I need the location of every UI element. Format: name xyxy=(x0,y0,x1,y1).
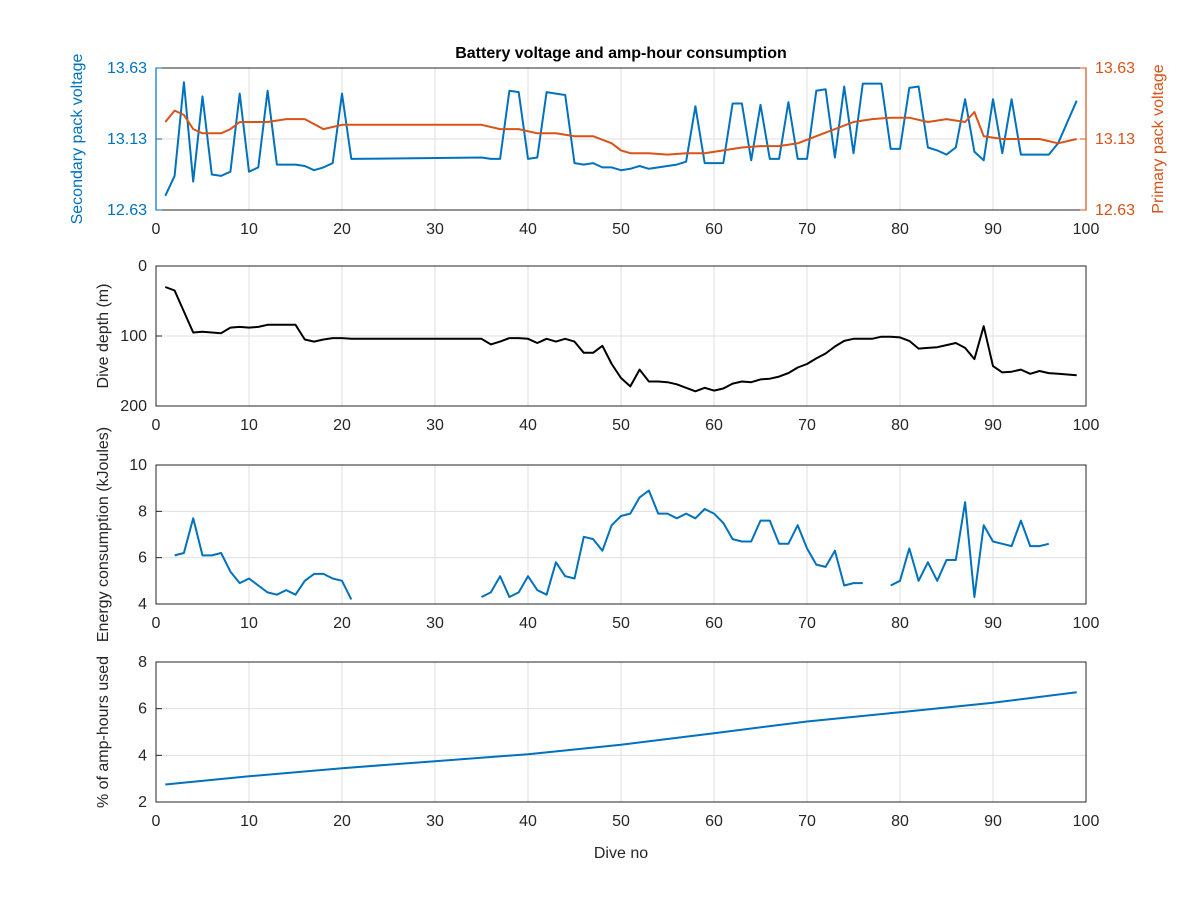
x-tick-label: 90 xyxy=(984,417,1002,434)
axes-frame xyxy=(155,661,1087,803)
x-tick-label: 60 xyxy=(705,221,723,238)
x-tick-label: 90 xyxy=(984,813,1002,830)
right-y-tick-label: 12.63 xyxy=(1095,202,1135,219)
x-tick-label: 90 xyxy=(984,221,1002,238)
x-tick-label: 40 xyxy=(519,615,537,632)
x-tick-label: 0 xyxy=(152,615,161,632)
series-line-secondary-voltage-seg1 xyxy=(164,81,1078,197)
x-tick-label: 90 xyxy=(984,615,1002,632)
x-tick-label: 40 xyxy=(519,417,537,434)
x-tick-label: 0 xyxy=(152,813,161,830)
series-line-plot2-seg1 xyxy=(164,286,1077,393)
x-tick-label: 20 xyxy=(333,615,351,632)
series-line-plot4-seg1 xyxy=(165,691,1077,786)
x-tick-label: 70 xyxy=(798,615,816,632)
x-tick-label: 50 xyxy=(612,221,630,238)
x-tick-label: 30 xyxy=(426,221,444,238)
y-tick-label: 13.13 xyxy=(107,131,147,148)
y-tick-label: 200 xyxy=(120,398,147,415)
y-axis-label: % of amp-hours used xyxy=(95,656,112,808)
x-tick-label: 80 xyxy=(891,813,909,830)
x-tick-label: 20 xyxy=(333,221,351,238)
x-tick-label: 70 xyxy=(798,221,816,238)
x-tick-label: 10 xyxy=(240,221,258,238)
right-y-tick-label: 13.13 xyxy=(1095,131,1135,148)
right-y-tick-label: 13.63 xyxy=(1095,60,1135,77)
x-axis-label: Dive no xyxy=(594,845,648,862)
x-tick-label: 0 xyxy=(152,417,161,434)
x-tick-label: 10 xyxy=(240,615,258,632)
x-tick-label: 80 xyxy=(891,221,909,238)
y-tick-label: 8 xyxy=(138,503,147,520)
x-tick-label: 0 xyxy=(152,221,161,238)
series-line-primary-voltage-seg1 xyxy=(164,109,1077,156)
y-tick-label: 4 xyxy=(138,596,147,613)
subplot-1: 0 10 20 30 40 50 60 70 80 90 100 12.63 13.13 13.63 12.… xyxy=(69,54,1167,238)
y-tick-label: 4 xyxy=(138,747,147,764)
y-tick-label: 10 xyxy=(129,457,147,474)
x-tick-label: 20 xyxy=(333,417,351,434)
y-axis-label: Secondary pack voltage xyxy=(69,54,86,225)
x-tick-label: 10 xyxy=(240,417,258,434)
x-tick-label: 40 xyxy=(519,221,537,238)
y-axis-label-right: Primary pack voltage xyxy=(1150,64,1167,213)
x-tick-label: 100 xyxy=(1073,813,1100,830)
x-tick-label: 60 xyxy=(705,813,723,830)
y-tick-label: 100 xyxy=(120,328,147,345)
x-tick-label: 100 xyxy=(1073,221,1100,238)
series-line-plot3-seg2 xyxy=(481,489,863,598)
y-axis-label: Dive depth (m) xyxy=(95,284,112,389)
subplot-4: 0 10 20 30 40 50 60 70 80 90 100 2 4 6 8 % of amp-hours… xyxy=(95,654,1099,830)
axes-frame xyxy=(155,464,1087,605)
y-tick-label: 12.63 xyxy=(107,202,147,219)
x-tick-label: 80 xyxy=(891,417,909,434)
x-tick-label: 40 xyxy=(519,813,537,830)
y-tick-label: 2 xyxy=(138,794,147,811)
y-tick-label: 0 xyxy=(138,258,147,275)
x-tick-label: 50 xyxy=(612,813,630,830)
chart-title: Battery voltage and amp-hour consumption xyxy=(455,45,787,62)
subplot-3: 0 10 20 30 40 50 60 70 80 90 100 4 6 8 10 Energy consum… xyxy=(95,427,1099,642)
x-tick-label: 60 xyxy=(705,615,723,632)
subplot-2: 0 10 20 30 40 50 60 70 80 90 100 0 100 200 Dive depth … xyxy=(95,258,1099,434)
series-line-plot3-seg3 xyxy=(890,501,1050,598)
y-tick-label: 13.63 xyxy=(107,60,147,77)
x-tick-label: 50 xyxy=(612,615,630,632)
x-tick-label: 100 xyxy=(1073,615,1100,632)
x-tick-label: 30 xyxy=(426,813,444,830)
x-tick-label: 30 xyxy=(426,417,444,434)
x-tick-label: 100 xyxy=(1073,417,1100,434)
y-tick-label: 8 xyxy=(138,654,147,671)
y-axis-label: Energy consumption (kJoules) xyxy=(95,427,112,642)
x-tick-label: 80 xyxy=(891,615,909,632)
x-tick-label: 30 xyxy=(426,615,444,632)
x-tick-label: 70 xyxy=(798,417,816,434)
x-tick-label: 50 xyxy=(612,417,630,434)
y-tick-label: 6 xyxy=(138,701,147,718)
subplots-container: 0 10 20 30 40 50 60 70 80 90 10012.6313.1313.6312.… xyxy=(69,54,1167,830)
y-tick-label: 6 xyxy=(138,550,147,567)
x-tick-label: 60 xyxy=(705,417,723,434)
x-tick-label: 10 xyxy=(240,813,258,830)
x-tick-label: 20 xyxy=(333,813,351,830)
series-line-plot3-seg1 xyxy=(174,517,353,600)
x-tick-label: 70 xyxy=(798,813,816,830)
